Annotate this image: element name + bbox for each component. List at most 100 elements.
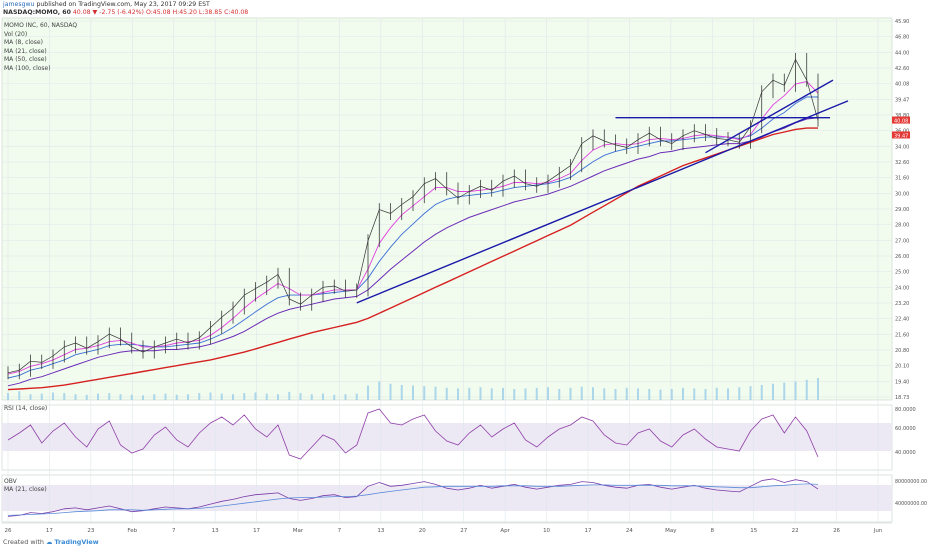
- x-tick-label: Apr: [500, 528, 510, 534]
- volume-bar: [175, 394, 178, 400]
- volume-bar: [277, 394, 279, 400]
- volume-bar: [513, 389, 516, 400]
- volume-bar: [198, 393, 201, 400]
- legend-ma21[interactable]: MA (21, close): [4, 47, 47, 55]
- price-tick-label: 28.00: [895, 223, 909, 229]
- price-tick-label: 23.20: [895, 301, 909, 307]
- x-tick-label: 17: [585, 528, 592, 534]
- x-tick-label: 26: [833, 528, 840, 534]
- price-tick-label: 29.00: [895, 207, 909, 213]
- volume-bar: [817, 378, 819, 400]
- obv-band: [2, 485, 892, 511]
- volume-bar: [445, 387, 448, 400]
- volume-bar: [7, 393, 9, 400]
- price-tick-label: 22.40: [895, 317, 909, 323]
- volume-bar: [322, 393, 324, 400]
- volume-bar: [569, 387, 572, 400]
- volume-bar: [378, 381, 381, 400]
- volume-bar: [637, 388, 639, 400]
- legend-vol[interactable]: Vol (20): [4, 30, 28, 38]
- price-tick-label: 31.60: [895, 176, 909, 182]
- volume-bar: [547, 387, 549, 400]
- volume-bar: [288, 391, 291, 400]
- ohlc-values: O:45.08 H:45.20 L:38.85 C:40.08: [145, 9, 249, 16]
- rsi-band: [2, 423, 892, 451]
- prev-price-label: 39.47: [894, 133, 908, 139]
- x-tick-label: 15: [750, 528, 757, 534]
- volume-bar: [232, 394, 234, 400]
- rsi-tick-label: 80.0000: [895, 407, 916, 413]
- price-tick-label: 32.60: [895, 160, 909, 166]
- x-tick-label: 26: [5, 528, 12, 534]
- price-tick-label: 38.80: [895, 113, 909, 119]
- volume-bar: [715, 387, 718, 400]
- volume-bar: [333, 394, 336, 400]
- volume-bar: [423, 386, 426, 400]
- volume-bar: [659, 389, 662, 400]
- volume-bar: [40, 393, 43, 400]
- x-tick-label: 8: [711, 528, 715, 534]
- x-tick-label: 20: [419, 528, 426, 534]
- last-price-tag: [892, 116, 910, 124]
- volume-bar: [805, 379, 808, 400]
- x-tick-label: May: [665, 528, 677, 534]
- volume-bar: [648, 389, 651, 400]
- price-tick-label: 46.80: [895, 35, 909, 41]
- obv-ma-legend[interactable]: MA (21, close): [4, 486, 47, 493]
- volume-bar: [479, 387, 482, 400]
- price-tick-label: 21.60: [895, 332, 909, 338]
- price-tick-label: 39.47: [895, 97, 909, 103]
- price-tick-label: 34.00: [895, 144, 909, 150]
- volume-bar: [85, 394, 88, 400]
- volume-bar: [130, 394, 133, 400]
- chart-byline: jamesgwu published on TradingView.com, M…: [3, 1, 210, 8]
- volume-bar: [727, 388, 729, 400]
- volume-bar: [760, 384, 763, 400]
- volume-bar: [457, 388, 459, 400]
- volume-bar: [142, 395, 144, 400]
- volume-bar: [558, 389, 561, 400]
- x-tick-label: 27: [460, 528, 467, 534]
- volume-bar: [772, 383, 774, 400]
- volume-bar: [502, 387, 504, 400]
- price-line: [7, 58, 819, 374]
- legend-ma100[interactable]: MA (100, close): [4, 64, 51, 72]
- x-tick-label: 13: [377, 528, 384, 534]
- volume-bar: [794, 381, 797, 400]
- x-tick-label: 7: [172, 528, 176, 534]
- x-tick-label: 22: [792, 528, 799, 534]
- x-tick-label: 17: [253, 528, 260, 534]
- legend-ma8[interactable]: MA (8, close): [4, 39, 43, 47]
- x-tick-label: Feb: [127, 528, 137, 534]
- volume-bar: [299, 393, 302, 400]
- obv-tick-label: 80000000.00: [895, 479, 927, 485]
- price-tick-label: 20.10: [895, 364, 909, 370]
- author-link[interactable]: jamesgwu: [3, 1, 35, 8]
- volume-bar: [97, 393, 99, 400]
- x-tick-label: 23: [87, 528, 94, 534]
- volume-bar: [468, 387, 471, 400]
- legend-ma50[interactable]: MA (50, close): [4, 56, 47, 64]
- footer-brand[interactable]: TradingView: [54, 538, 99, 546]
- symbol-name: NASDAQ:MOMO, 60: [3, 9, 71, 16]
- price-tick-label: 18.73: [895, 395, 909, 401]
- volume-bar: [74, 394, 77, 400]
- volume-bar: [535, 387, 538, 400]
- price-tick-label: 27.00: [895, 238, 909, 244]
- x-tick-label: Mar: [293, 528, 304, 534]
- price-tick-label: 44.00: [895, 50, 909, 56]
- symbol-line: NASDAQ:MOMO, 60 40.08 ▼ -2.75 (-6.42%) O…: [3, 9, 248, 16]
- rsi-legend[interactable]: RSI (14, close): [4, 405, 48, 412]
- obv-legend[interactable]: OBV: [4, 478, 17, 485]
- volume-bar: [490, 388, 493, 400]
- price-tick-label: 42.60: [895, 66, 909, 72]
- volume-bar: [367, 385, 369, 400]
- volume-bar: [749, 386, 752, 400]
- volume-bar: [265, 393, 268, 400]
- volume-bar: [209, 392, 212, 400]
- x-tick-label: 17: [46, 528, 53, 534]
- price-tick-label: 26.00: [895, 254, 909, 260]
- volume-bar: [243, 393, 246, 400]
